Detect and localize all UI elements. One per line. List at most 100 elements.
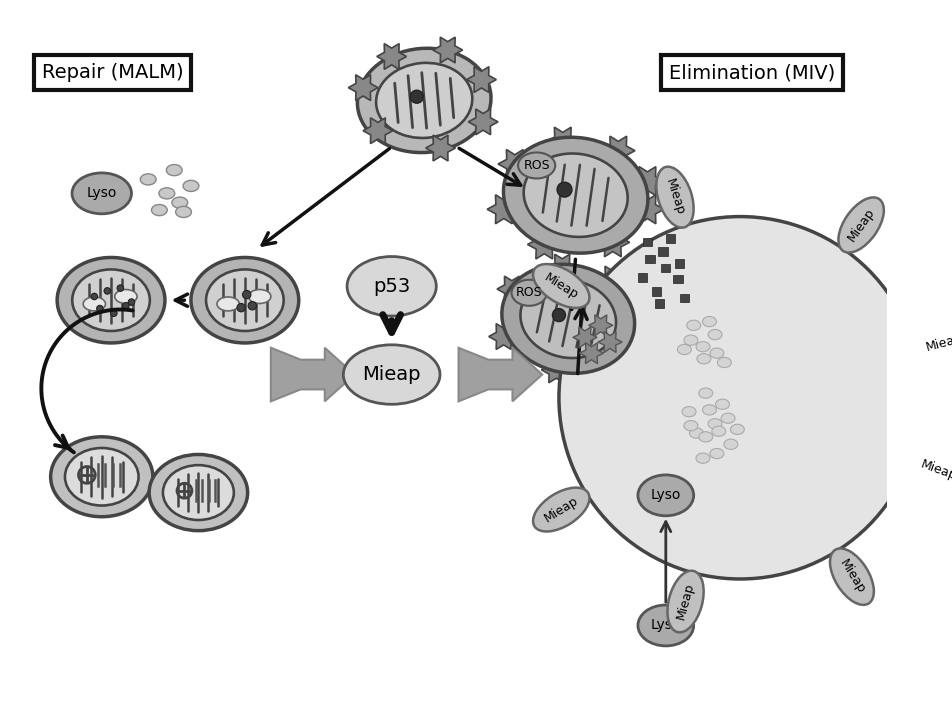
Text: Lyso: Lyso <box>650 488 681 503</box>
Text: Mieap: Mieap <box>542 270 580 301</box>
Text: Elimination (MIV): Elimination (MIV) <box>668 63 835 82</box>
Polygon shape <box>546 255 577 280</box>
Ellipse shape <box>907 451 952 489</box>
Ellipse shape <box>695 341 709 352</box>
Circle shape <box>237 304 245 312</box>
Polygon shape <box>426 135 455 161</box>
Ellipse shape <box>532 488 589 532</box>
Bar <box>672 275 682 284</box>
Ellipse shape <box>707 419 722 429</box>
Text: Mieap: Mieap <box>836 557 866 596</box>
Ellipse shape <box>217 297 239 311</box>
Ellipse shape <box>838 198 883 252</box>
Polygon shape <box>621 297 650 323</box>
Text: Repair (MALM): Repair (MALM) <box>42 63 184 82</box>
Circle shape <box>104 288 110 294</box>
Ellipse shape <box>347 257 436 316</box>
Circle shape <box>117 285 124 292</box>
Ellipse shape <box>698 432 712 442</box>
Ellipse shape <box>503 137 647 253</box>
Ellipse shape <box>183 181 199 191</box>
Polygon shape <box>376 43 407 70</box>
Bar <box>642 238 651 246</box>
Ellipse shape <box>715 399 728 410</box>
Ellipse shape <box>50 437 152 517</box>
Ellipse shape <box>65 448 138 506</box>
Ellipse shape <box>72 269 149 331</box>
Bar <box>637 273 646 282</box>
Ellipse shape <box>171 197 188 208</box>
Ellipse shape <box>163 465 233 520</box>
Polygon shape <box>458 348 542 401</box>
Ellipse shape <box>518 152 555 178</box>
Text: Mieap: Mieap <box>542 494 580 525</box>
Ellipse shape <box>696 353 710 364</box>
Ellipse shape <box>167 164 182 176</box>
Text: Lyso: Lyso <box>87 186 117 201</box>
Text: p53: p53 <box>372 277 410 296</box>
Ellipse shape <box>829 548 873 605</box>
Polygon shape <box>545 127 579 156</box>
Ellipse shape <box>114 289 137 304</box>
Polygon shape <box>497 276 526 302</box>
Ellipse shape <box>729 424 744 434</box>
Bar <box>661 264 670 272</box>
Ellipse shape <box>376 63 472 138</box>
Ellipse shape <box>57 257 165 343</box>
Circle shape <box>248 301 256 310</box>
Circle shape <box>557 182 571 197</box>
Ellipse shape <box>520 279 615 358</box>
Polygon shape <box>467 109 498 135</box>
Circle shape <box>129 299 134 305</box>
Text: Mieap: Mieap <box>663 177 686 217</box>
Ellipse shape <box>149 454 248 530</box>
Ellipse shape <box>175 206 191 218</box>
Bar <box>674 260 684 267</box>
Polygon shape <box>588 315 612 336</box>
Ellipse shape <box>912 325 952 361</box>
Polygon shape <box>347 75 378 100</box>
Ellipse shape <box>707 329 722 340</box>
Polygon shape <box>498 149 531 178</box>
Ellipse shape <box>343 345 440 405</box>
Polygon shape <box>270 348 354 401</box>
Polygon shape <box>630 195 664 224</box>
Ellipse shape <box>357 48 490 153</box>
Bar <box>665 234 674 242</box>
Ellipse shape <box>698 388 712 398</box>
Polygon shape <box>601 137 634 165</box>
Text: Mieap: Mieap <box>918 457 952 483</box>
Ellipse shape <box>666 571 703 632</box>
Ellipse shape <box>709 348 724 358</box>
Circle shape <box>96 305 103 312</box>
Polygon shape <box>432 37 462 63</box>
Ellipse shape <box>511 279 546 306</box>
Ellipse shape <box>637 475 693 515</box>
Polygon shape <box>596 228 629 257</box>
Ellipse shape <box>695 453 709 464</box>
Ellipse shape <box>677 344 690 355</box>
Ellipse shape <box>159 188 174 199</box>
Ellipse shape <box>151 205 168 215</box>
Circle shape <box>559 217 921 579</box>
Ellipse shape <box>724 439 737 449</box>
Bar <box>651 287 661 296</box>
Ellipse shape <box>637 605 693 646</box>
Ellipse shape <box>523 154 627 237</box>
Ellipse shape <box>502 264 634 373</box>
Circle shape <box>242 291 250 299</box>
Ellipse shape <box>711 426 725 437</box>
Circle shape <box>110 310 117 316</box>
Polygon shape <box>466 67 496 92</box>
Polygon shape <box>527 230 561 259</box>
Ellipse shape <box>682 407 695 417</box>
Polygon shape <box>602 343 631 368</box>
Bar <box>645 255 654 263</box>
Circle shape <box>552 309 565 321</box>
Ellipse shape <box>686 320 700 331</box>
Ellipse shape <box>709 449 724 459</box>
Bar <box>654 299 664 308</box>
Bar <box>658 247 667 256</box>
Text: Mieap: Mieap <box>362 365 421 384</box>
Text: ROS: ROS <box>515 287 542 299</box>
